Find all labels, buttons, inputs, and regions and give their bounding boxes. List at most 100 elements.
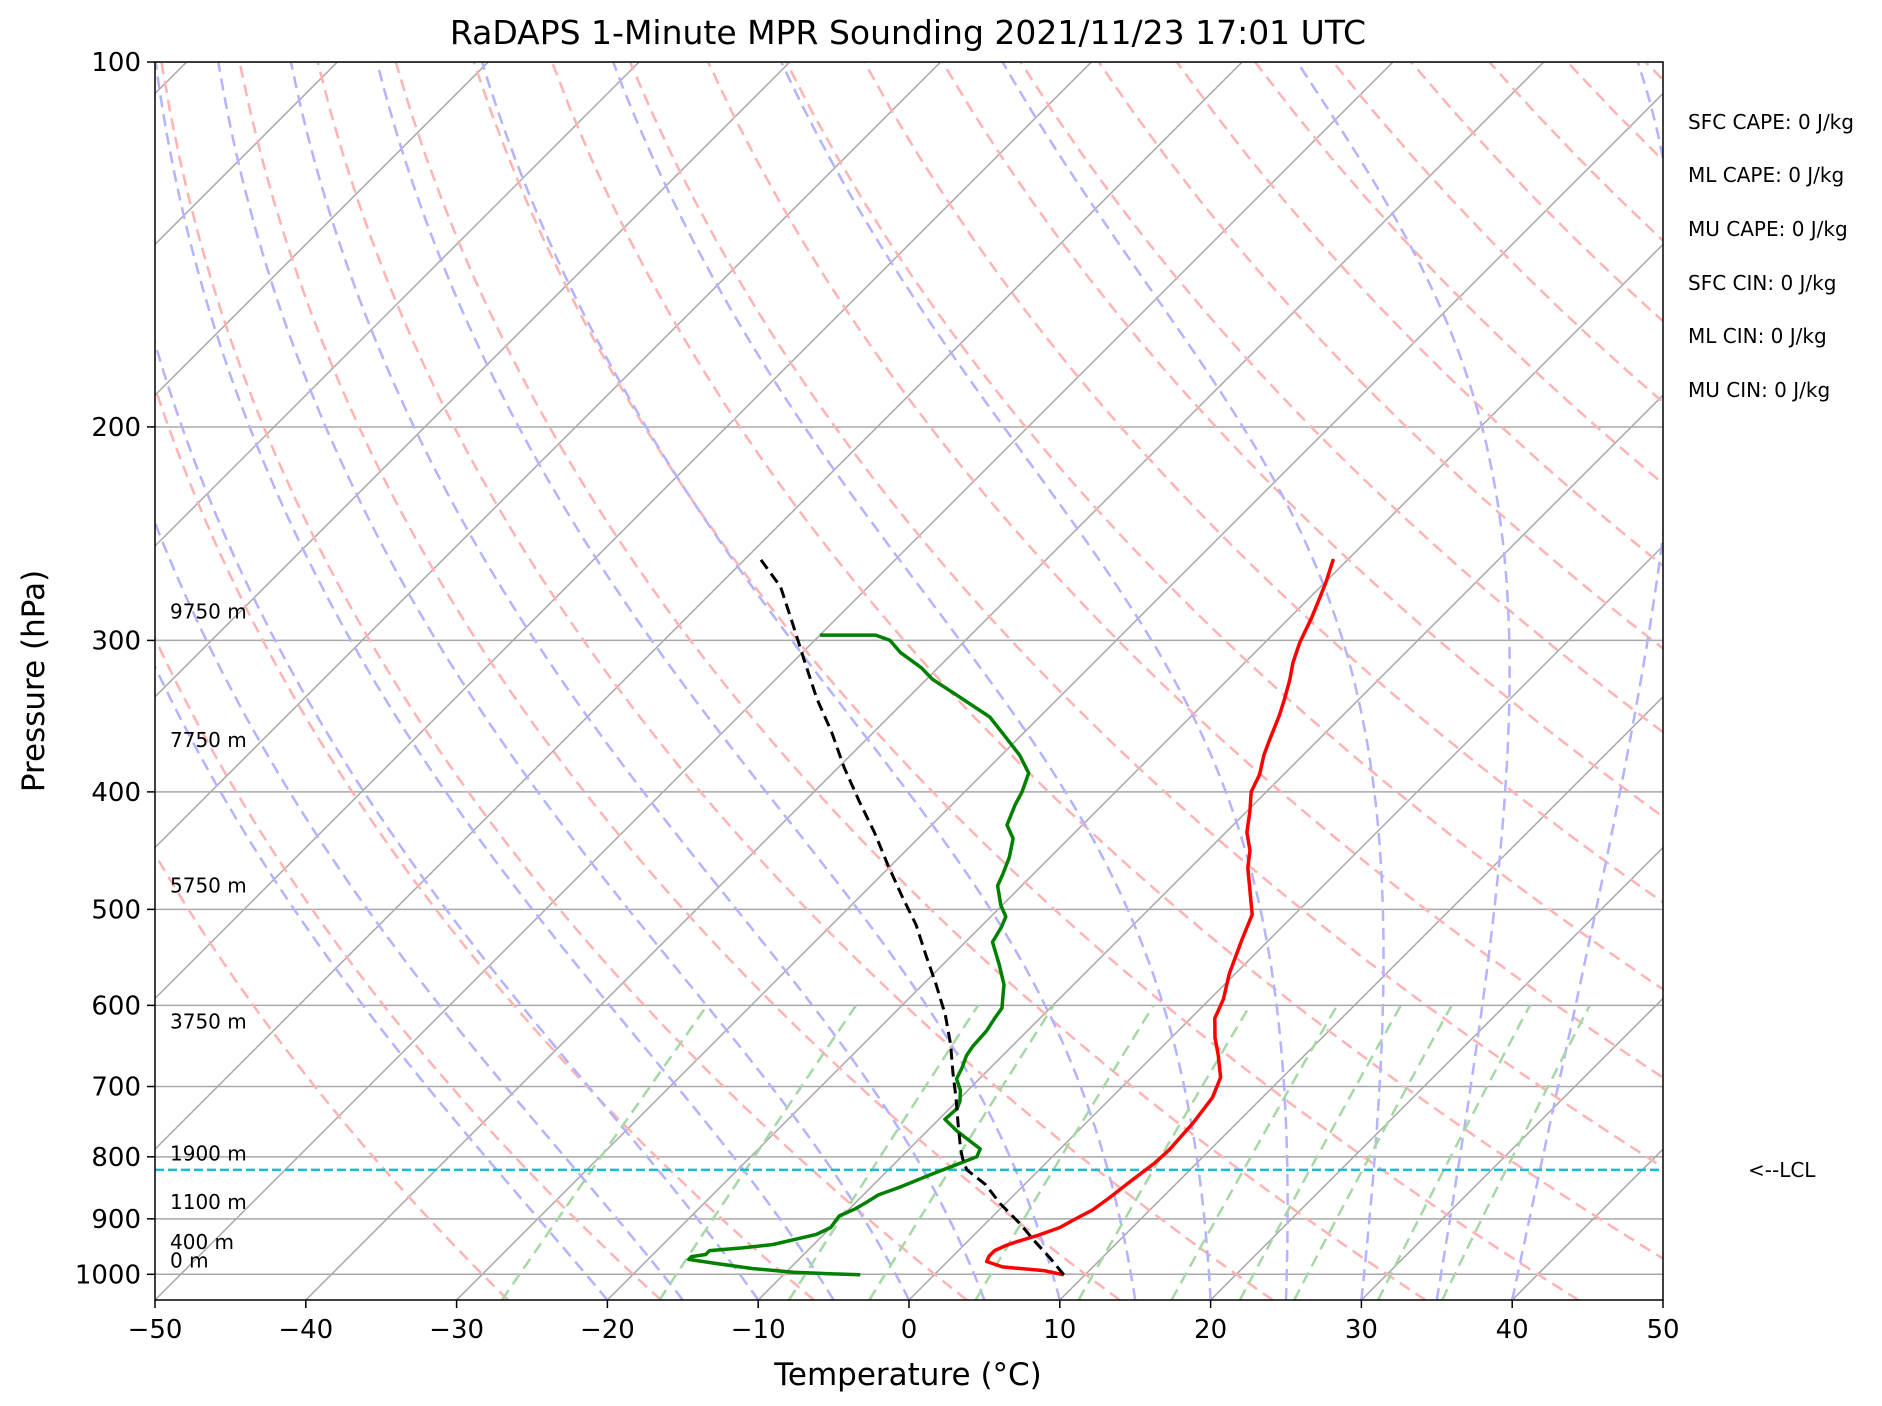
mixing-ratio-line [1238, 1004, 1402, 1300]
dry-adiabat [155, 635, 662, 1300]
moist-adiabat [155, 519, 684, 1300]
isotherm [155, 62, 791, 698]
isotherm [155, 62, 1243, 1151]
mixing-ratio-line [868, 1004, 1055, 1300]
dry-adiabat [394, 62, 1427, 1300]
x-tick-label: 0 [901, 1315, 918, 1345]
dry-adiabat [785, 62, 1663, 991]
x-tick-label: −50 [128, 1315, 183, 1345]
x-tick-label: 30 [1345, 1315, 1378, 1345]
dry-adiabat [707, 62, 1663, 1080]
isotherm [1210, 846, 1663, 1300]
moist-adiabat [1296, 62, 1511, 1300]
dry-adiabat [1019, 62, 1663, 734]
lcl-label: <--LCL [1748, 1158, 1816, 1182]
height-label: 9750 m [170, 600, 247, 624]
y-axis-label: Pressure (hPa) [16, 570, 52, 792]
x-tick-label: 40 [1496, 1315, 1529, 1345]
ml-cin-label: ML CIN: 0 J/kg [1688, 324, 1827, 348]
dewpoint-line [687, 633, 1031, 1277]
isotherm [155, 62, 1092, 1000]
y-tick-label: 500 [91, 895, 141, 925]
height-label: 7750 m [170, 728, 247, 752]
x-tick-label: −10 [731, 1315, 786, 1345]
y-tick-label: 800 [91, 1143, 141, 1173]
stability-indices: SFC CAPE: 0 J/kg ML CAPE: 0 J/kg MU CAPE… [1688, 110, 1854, 402]
sfc-cin-label: SFC CIN: 0 J/kg [1688, 271, 1836, 295]
isotherm [606, 243, 1663, 1300]
dry-adiabat [160, 62, 968, 1300]
dry-adiabat [155, 851, 509, 1300]
x-tick-label: 50 [1646, 1315, 1679, 1345]
mixing-ratio-line [1441, 1004, 1591, 1300]
parcel-line [759, 558, 1065, 1276]
dry-adiabat [472, 62, 1580, 1300]
height-label: 1100 m [170, 1190, 247, 1214]
y-tick-label: 100 [91, 48, 141, 78]
moist-adiabat [1510, 62, 1663, 1300]
y-tick-label: 700 [91, 1073, 141, 1103]
moist-adiabat [611, 62, 1212, 1300]
mu-cin-label: MU CIN: 0 J/kg [1688, 378, 1830, 402]
dry-adiabat [155, 383, 815, 1300]
mixing-ratio-line [500, 1004, 709, 1300]
isotherm [456, 92, 1663, 1300]
moist-adiabat [155, 338, 760, 1300]
y-tick-label: 1000 [75, 1260, 141, 1290]
x-tick-label: −30 [429, 1315, 484, 1345]
mixing-ratio-line [1077, 1004, 1252, 1300]
mixing-ratio-line [658, 1004, 858, 1300]
moist-adiabat [217, 62, 911, 1300]
x-axis: −50 −40 −30 −20 −10 0 10 20 30 40 50 [128, 1300, 1680, 1345]
moist-adiabat [155, 663, 609, 1300]
sounding-series [687, 558, 1336, 1277]
y-axis: 100 200 300 400 500 600 700 800 900 1000 [75, 48, 155, 1290]
x-tick-label: 20 [1194, 1315, 1227, 1345]
x-tick-label: −20 [580, 1315, 635, 1345]
isotherm [908, 544, 1663, 1300]
dry-adiabat [316, 62, 1274, 1300]
isotherm [155, 62, 489, 397]
height-label: 400 m [170, 1230, 234, 1254]
temperature-line [984, 558, 1336, 1277]
dry-adiabat [628, 62, 1663, 1169]
isotherm [155, 62, 1394, 1300]
x-tick-label: 10 [1043, 1315, 1076, 1345]
isotherm [1360, 997, 1663, 1300]
isotherm [1059, 695, 1663, 1300]
mixing-ratio-line [974, 1004, 1155, 1300]
moist-adiabat [155, 62, 835, 1300]
y-tick-label: 200 [91, 413, 141, 443]
dry-adiabat [550, 62, 1663, 1261]
x-axis-label: Temperature (°C) [773, 1357, 1042, 1393]
background-lines [155, 62, 1663, 1300]
y-tick-label: 900 [91, 1205, 141, 1235]
height-label: 3750 m [170, 1010, 247, 1034]
height-labels: 9750 m 7750 m 5750 m 3750 m 1900 m 1100 m 400 … [170, 600, 247, 1273]
moist-adiabat [289, 62, 986, 1300]
moist-adiabat [480, 62, 1137, 1300]
dry-adiabat [1097, 62, 1663, 651]
mixing-ratio-line [1293, 1004, 1453, 1300]
moist-adiabat [1001, 62, 1385, 1300]
height-label: 1900 m [170, 1142, 247, 1166]
mixing-ratio-line [787, 1004, 980, 1300]
chart-title: RaDAPS 1-Minute MPR Sounding 2021/11/23 … [450, 13, 1366, 52]
dry-adiabat [238, 62, 1121, 1300]
mixing-ratio-line [1376, 1004, 1532, 1300]
y-tick-label: 300 [91, 626, 141, 656]
isotherm [155, 62, 942, 849]
y-tick-label: 400 [91, 778, 141, 808]
mu-cape-label: MU CAPE: 0 J/kg [1688, 217, 1848, 241]
height-label: 5750 m [170, 874, 247, 898]
y-tick-label: 600 [91, 991, 141, 1021]
height-label: 0 m [170, 1249, 209, 1273]
isotherm [155, 62, 640, 548]
mixing-ratio-line [1170, 1004, 1339, 1300]
sfc-cape-label: SFC CAPE: 0 J/kg [1688, 110, 1854, 134]
moist-adiabat [780, 62, 1289, 1300]
x-tick-label: −40 [278, 1315, 333, 1345]
moist-adiabat [375, 62, 1062, 1300]
ml-cape-label: ML CAPE: 0 J/kg [1688, 163, 1844, 187]
